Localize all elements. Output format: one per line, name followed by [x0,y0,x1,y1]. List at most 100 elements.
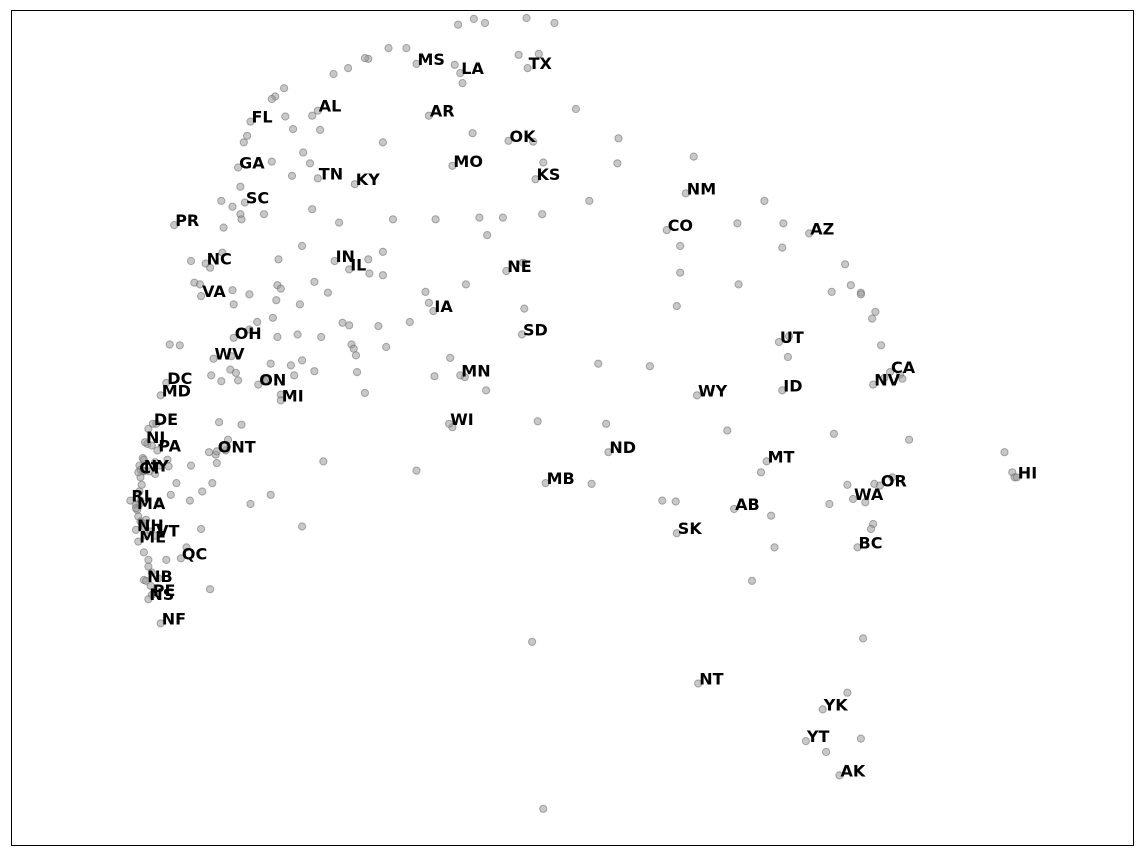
scatter-point [483,231,492,240]
scatter-point [237,215,246,224]
point-label-tx: TX [529,54,553,73]
scatter-point-ia [429,307,438,316]
scatter-point [602,419,611,428]
scatter-point-nm [681,189,690,198]
point-label-mt: MT [768,447,795,466]
scatter-point [287,171,297,180]
scatter-point [779,219,788,228]
scatter-point-mn [456,371,465,380]
scatter-point [353,368,362,377]
scatter-point [298,356,307,365]
scatter-point-il [345,265,354,274]
scatter-point-bc [853,543,862,552]
scatter-point [323,288,332,297]
scatter-point [139,548,148,557]
scatter-point [197,524,206,534]
scatter-point-in [330,256,339,266]
scatter-point-ak [835,771,844,780]
scatter-point [144,424,153,433]
point-label-ia: IA [434,297,453,316]
point-label-me: ME [139,528,166,547]
scatter-point [480,18,490,28]
scatter-point [880,373,889,382]
scatter-point [827,287,836,296]
scatter-point [274,255,283,264]
scatter-point-on [254,380,263,389]
scatter-point [859,634,868,643]
scatter-point [868,314,877,323]
scatter-point [614,134,623,143]
point-label-oh: OH [235,324,262,343]
scatter-point [671,497,680,506]
scatter-point-nv [869,380,878,389]
scatter-point [268,313,277,322]
point-label-ok: OK [510,127,537,146]
scatter-point [162,555,171,565]
scatter-point-nb [142,576,151,585]
scatter-point [360,388,369,397]
scatter-point [461,280,470,289]
scatter-point [198,487,207,496]
scatter-point [175,341,184,350]
scatter-point-ma [131,504,141,513]
scatter-point [475,213,484,222]
scatter-point-co [662,226,671,235]
scatter-point [676,241,685,251]
scatter-point [856,290,866,299]
point-label-wv: WV [215,345,246,364]
scatter-point [482,386,491,395]
scatter-point [139,455,148,464]
scatter-point [246,499,255,509]
scatter-point [204,448,214,457]
scatter-point [351,351,361,360]
scatter-point [672,302,681,311]
scatter-point [172,479,181,488]
scatter-point [236,182,245,191]
scatter-point [316,125,325,134]
point-label-or: OR [881,472,907,491]
scatter-point [733,219,742,228]
scatter-point-yk [818,705,827,714]
point-label-ne: NE [507,257,531,276]
scatter-point-qc [176,554,185,563]
scatter-point-ct [134,468,143,477]
point-label-mn: MN [461,361,490,380]
plot-frame [11,10,1134,846]
scatter-point-fl [246,117,255,126]
point-label-on: ON [259,371,286,390]
scatter-point [767,511,776,520]
scatter-point-id [778,386,787,395]
scatter-point-wa [848,494,858,504]
point-label-nv: NV [874,371,900,390]
point-label-de: DE [154,410,178,429]
point-label-nf: NF [162,609,186,628]
scatter-point [228,286,237,295]
point-label-nh: NH [137,516,164,535]
scatter-point [140,523,150,532]
point-label-nm: NM [687,179,716,198]
point-label-va: VA [202,282,226,301]
scatter-point [281,112,290,121]
scatter-point [658,496,667,505]
scatter-point-ut [774,337,784,347]
scatter-point [1000,448,1009,457]
point-label-yk: YK [823,695,849,714]
scatter-point [245,325,254,334]
point-label-fl: FL [252,108,273,127]
scatter-point [208,479,217,488]
scatter-point [219,223,228,232]
scatter-point [289,125,298,134]
scatter-point-yt [801,737,811,746]
scatter-point [228,202,237,211]
scatter-point [866,524,876,534]
scatter-point [905,435,914,444]
scatter-point [378,271,387,280]
scatter-point-mo [448,161,457,170]
scatter-point [223,435,233,444]
point-label-pe: PE [153,581,176,600]
scatter-point [310,277,319,286]
scatter-point [243,131,252,140]
scatter-point [217,196,226,205]
scatter-point [760,196,769,205]
point-label-ut: UT [780,328,804,347]
